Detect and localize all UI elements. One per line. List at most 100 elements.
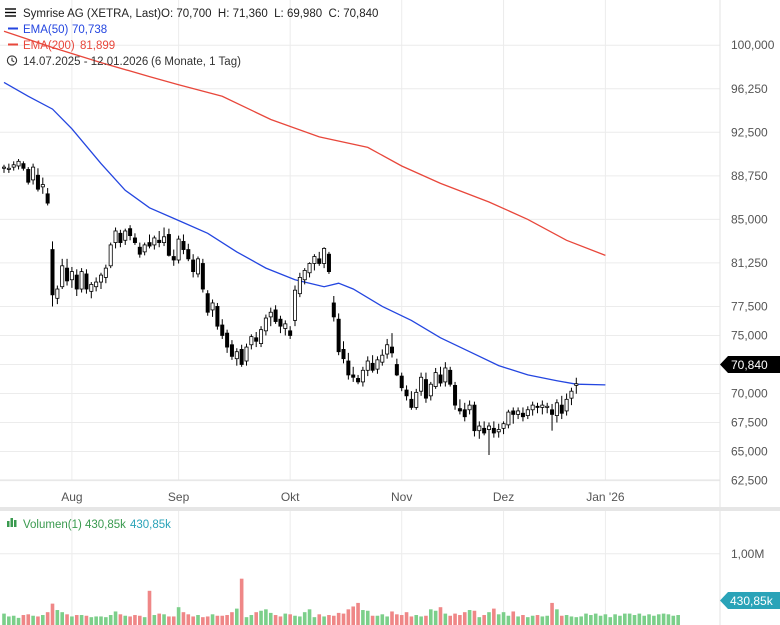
volume-bar bbox=[433, 610, 438, 625]
candle bbox=[351, 366, 356, 382]
volume-bar bbox=[487, 612, 491, 625]
volume-bar bbox=[201, 617, 205, 625]
price-tick-label: 62,500 bbox=[731, 474, 768, 488]
candle bbox=[419, 372, 424, 396]
candle-body bbox=[399, 375, 404, 389]
candle bbox=[457, 399, 462, 415]
volume-legend: Volumen(1) 430,85k 430,85k bbox=[7, 518, 171, 531]
candle-body bbox=[554, 402, 559, 416]
volume-bar bbox=[540, 616, 545, 625]
candle-body bbox=[186, 249, 191, 260]
volume-bar bbox=[31, 615, 35, 625]
candle-body bbox=[511, 410, 516, 415]
volume-bar bbox=[244, 617, 249, 625]
candle-body bbox=[181, 241, 186, 250]
candle bbox=[394, 358, 399, 377]
candle-body bbox=[60, 265, 65, 288]
volume-bar bbox=[74, 615, 79, 625]
candle-body bbox=[268, 311, 273, 318]
candle-body bbox=[11, 164, 16, 168]
candle-body bbox=[370, 362, 375, 371]
candle bbox=[200, 258, 205, 293]
volume-bar bbox=[608, 617, 613, 625]
volume-axis: 1,00M bbox=[731, 547, 764, 561]
volume-bar bbox=[501, 612, 506, 625]
candle-body bbox=[574, 383, 579, 386]
volume-bar bbox=[589, 615, 593, 625]
candle bbox=[322, 247, 327, 269]
volume-bar bbox=[259, 610, 263, 625]
candle-body bbox=[26, 169, 31, 183]
volume-bar bbox=[26, 614, 31, 625]
volume-bar bbox=[467, 610, 472, 625]
volume-bar bbox=[128, 616, 132, 625]
candle-body bbox=[234, 351, 239, 360]
candle bbox=[118, 229, 123, 248]
volume-bar bbox=[50, 603, 55, 625]
candle-body bbox=[273, 309, 278, 322]
ema50-series bbox=[3, 81, 606, 386]
candle bbox=[564, 393, 569, 416]
candle bbox=[220, 319, 225, 339]
candle-body bbox=[137, 246, 142, 255]
candle bbox=[385, 338, 390, 359]
candle-body bbox=[123, 230, 128, 241]
price-tick-label: 75,000 bbox=[731, 328, 768, 342]
price-grid bbox=[0, 0, 720, 482]
volume-bar bbox=[7, 616, 11, 625]
volume-bar bbox=[268, 612, 273, 625]
candle bbox=[128, 225, 133, 241]
candle bbox=[162, 227, 167, 247]
time-tick-label: Aug bbox=[61, 490, 82, 504]
volume-bar bbox=[637, 613, 642, 625]
candle-body bbox=[195, 258, 200, 275]
candle-body bbox=[472, 404, 477, 432]
volume-bar bbox=[627, 613, 632, 625]
volume-bar bbox=[11, 615, 16, 625]
volume-bar bbox=[462, 612, 467, 625]
time-tick-label: Jan '26 bbox=[586, 490, 625, 504]
candle-body bbox=[229, 344, 234, 357]
candle bbox=[404, 385, 409, 401]
candle bbox=[89, 282, 94, 299]
candle-body bbox=[501, 423, 506, 429]
volume-bar bbox=[598, 615, 603, 625]
candle bbox=[472, 401, 477, 437]
candle-body bbox=[45, 193, 50, 204]
candle-body bbox=[239, 348, 244, 365]
menu-icon[interactable] bbox=[5, 8, 16, 17]
volume-bar bbox=[215, 615, 220, 625]
volume-bar bbox=[579, 616, 583, 625]
candle-body bbox=[457, 408, 462, 412]
candle bbox=[195, 256, 200, 278]
volume-bar bbox=[264, 609, 268, 625]
candle-body bbox=[40, 184, 45, 188]
volume-bar bbox=[564, 615, 569, 625]
volume-bar bbox=[404, 612, 409, 625]
candle bbox=[215, 302, 220, 330]
volume-bar bbox=[652, 615, 656, 625]
candle bbox=[297, 272, 302, 298]
volume-bar bbox=[235, 608, 239, 625]
candle-body bbox=[142, 244, 147, 253]
volume-bar bbox=[94, 616, 98, 625]
candle bbox=[239, 344, 244, 367]
candle-body bbox=[259, 329, 264, 344]
candle bbox=[453, 381, 458, 410]
last-price-badge: 70,840 bbox=[720, 356, 780, 373]
candle bbox=[574, 377, 579, 394]
volume-bar bbox=[133, 615, 137, 625]
volume-bar bbox=[118, 614, 123, 625]
volume-bar bbox=[171, 616, 176, 625]
volume-bar bbox=[312, 617, 317, 625]
volume-bar bbox=[361, 610, 365, 625]
candle-body bbox=[166, 234, 171, 256]
volume-bar bbox=[399, 615, 404, 625]
time-tick-label: Dez bbox=[493, 490, 514, 504]
candle bbox=[244, 343, 249, 366]
candle-body bbox=[74, 274, 79, 290]
candle-body bbox=[249, 336, 254, 346]
candle bbox=[336, 313, 341, 356]
candle bbox=[428, 381, 433, 401]
